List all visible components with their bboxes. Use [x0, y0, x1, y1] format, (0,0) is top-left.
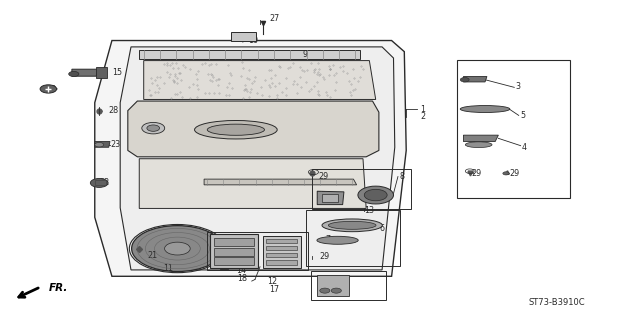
Text: 7: 7 [326, 235, 331, 244]
Polygon shape [464, 135, 498, 141]
Polygon shape [95, 141, 110, 147]
Text: 17: 17 [269, 285, 279, 294]
Text: 2: 2 [420, 113, 426, 122]
Polygon shape [204, 179, 357, 185]
Text: 28: 28 [109, 106, 119, 115]
Text: 18: 18 [237, 274, 247, 283]
Circle shape [364, 189, 387, 201]
Polygon shape [72, 69, 99, 76]
Text: 4: 4 [522, 143, 527, 152]
Polygon shape [128, 101, 379, 157]
Circle shape [164, 242, 190, 255]
Text: 29: 29 [320, 252, 330, 261]
Polygon shape [266, 260, 297, 265]
Text: 13: 13 [364, 206, 375, 215]
Circle shape [69, 71, 79, 76]
Polygon shape [210, 234, 258, 268]
Ellipse shape [194, 121, 277, 139]
Polygon shape [317, 275, 349, 296]
Text: 29: 29 [509, 169, 519, 178]
Polygon shape [317, 191, 344, 204]
Polygon shape [464, 76, 487, 82]
Text: 25: 25 [316, 190, 326, 200]
Circle shape [503, 172, 509, 175]
Text: 8: 8 [400, 172, 405, 181]
Bar [231, 32, 255, 41]
Bar [207, 232, 308, 270]
Text: 21: 21 [147, 251, 157, 260]
Circle shape [90, 179, 108, 188]
Text: 29: 29 [318, 172, 329, 181]
Circle shape [147, 125, 160, 131]
Text: 29: 29 [271, 246, 281, 255]
Text: 6: 6 [380, 224, 385, 233]
Polygon shape [266, 253, 297, 258]
Circle shape [331, 288, 341, 293]
Text: 23: 23 [110, 140, 120, 149]
Circle shape [142, 123, 165, 134]
Text: 22: 22 [99, 178, 110, 187]
Text: 15: 15 [112, 68, 122, 77]
Ellipse shape [465, 142, 492, 148]
Text: 14: 14 [236, 266, 246, 276]
Text: 20: 20 [47, 85, 57, 94]
Ellipse shape [317, 236, 358, 244]
Circle shape [320, 288, 330, 293]
Polygon shape [322, 194, 338, 202]
Text: FR.: FR. [48, 284, 68, 293]
Polygon shape [214, 248, 254, 256]
Ellipse shape [322, 219, 382, 232]
Polygon shape [214, 258, 254, 265]
Polygon shape [120, 47, 395, 270]
Bar [457, 60, 570, 198]
Text: 11: 11 [163, 264, 173, 273]
Circle shape [461, 77, 469, 82]
Polygon shape [140, 159, 366, 208]
Text: 10: 10 [248, 36, 259, 45]
Bar [312, 169, 411, 209]
Circle shape [40, 85, 57, 93]
Text: 1: 1 [420, 105, 426, 114]
Polygon shape [214, 238, 254, 246]
Circle shape [132, 226, 223, 271]
Text: ST73-B3910C: ST73-B3910C [529, 298, 585, 307]
Polygon shape [140, 50, 360, 59]
Bar [306, 210, 400, 266]
Ellipse shape [328, 221, 376, 229]
Polygon shape [144, 60, 376, 100]
Polygon shape [262, 236, 301, 268]
Text: 12: 12 [268, 277, 278, 286]
Bar [311, 271, 386, 300]
Polygon shape [266, 246, 297, 251]
Text: 5: 5 [520, 111, 526, 120]
Circle shape [95, 142, 104, 147]
Text: 29: 29 [471, 169, 482, 178]
Polygon shape [95, 41, 406, 276]
Ellipse shape [461, 106, 510, 113]
Text: 27: 27 [269, 14, 279, 23]
Text: 3: 3 [515, 82, 520, 91]
Ellipse shape [207, 124, 264, 135]
Text: 9: 9 [303, 50, 308, 59]
Circle shape [358, 186, 394, 204]
Polygon shape [266, 239, 297, 244]
Text: 26: 26 [325, 287, 335, 296]
Polygon shape [96, 67, 108, 78]
